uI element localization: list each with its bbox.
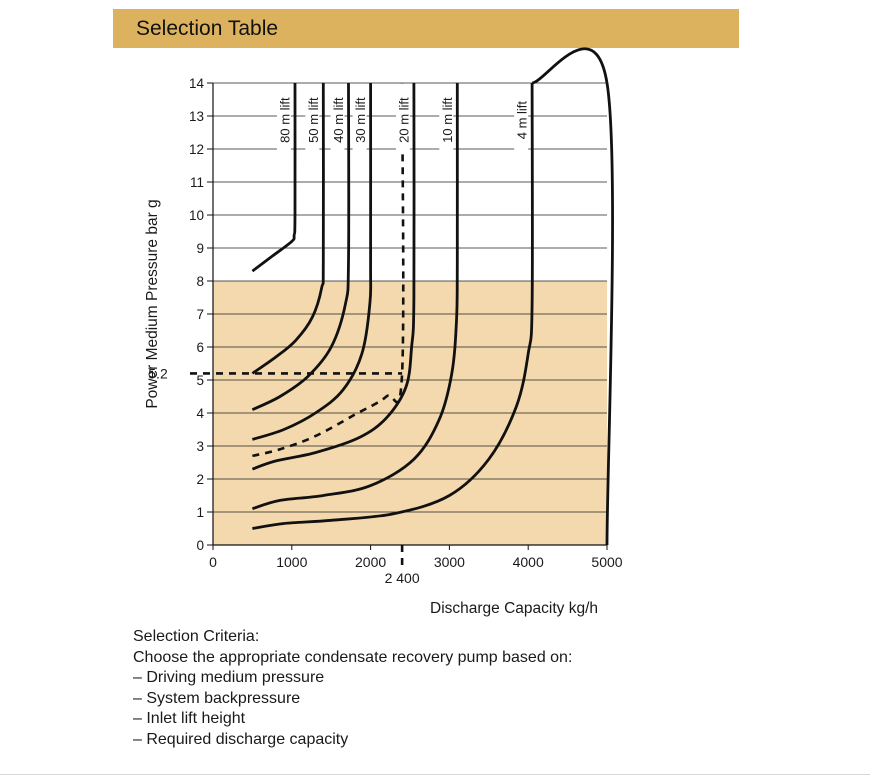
y-tick-label-2: 2 [196,472,204,487]
series-label-10-m-lift: 10 m lift [440,97,455,143]
series-label-bg-4-m-lift [514,87,529,153]
header-band: Selection Table [113,9,739,48]
y-tick-label-13: 13 [189,109,204,124]
y-tick-label-10: 10 [189,208,204,223]
marker-x-label: 2 400 [385,570,420,586]
y-tick-label-5: 5 [196,373,204,388]
series-4-m-lift [252,82,534,530]
criteria-item-4: – Required discharge capacity [133,730,349,748]
series-label-bg-10-m-lift [439,87,454,153]
series-label-4-m-lift: 4 m lift [515,101,530,140]
series-label-30-m-lift: 30 m lift [353,97,368,143]
bottom-rule [0,774,870,775]
series-label-bg-30-m-lift [352,87,367,153]
y-tick-label-14: 14 [189,76,205,91]
criteria-intro: Choose the appropriate condensate recove… [133,648,573,666]
series-10-m-lift [251,82,459,511]
series-dashed-path [252,82,405,458]
series-80-m-lift [251,82,297,273]
marker-y-label: 5.2 [148,365,168,381]
series-border [531,47,614,546]
x-tick-label-2000: 2000 [355,554,386,570]
y-tick-label-4: 4 [196,406,204,421]
y-tick-label-6: 6 [196,340,204,355]
selection-criteria: Selection Criteria: Choose the appropria… [133,627,572,750]
series-label-40-m-lift: 40 m lift [331,97,346,143]
criteria-item-2: – System backpressure [133,689,301,707]
y-tick-label-12: 12 [189,142,204,157]
x-tick-label-3000: 3000 [434,554,465,570]
y-tick-label-0: 0 [196,538,204,553]
criteria-item-3: – Inlet lift height [133,710,246,727]
criteria-item-1: – Driving medium pressure [133,669,325,686]
series-40-m-lift [251,82,351,411]
series-label-80-m-lift: 80 m lift [277,97,292,143]
series-label-20-m-lift: 20 m lift [396,97,411,143]
y-tick-label-1: 1 [196,505,204,520]
series-label-bg-20-m-lift [395,87,410,153]
y-tick-label-9: 9 [196,241,204,256]
x-axis-label: Discharge Capacity kg/h [430,600,598,617]
series-label-bg-50-m-lift [305,87,320,153]
y-tick-label-11: 11 [190,175,204,190]
series-50-m-lift [251,82,325,375]
page-title: Selection Table [136,17,279,40]
y-tick-label-7: 7 [196,307,204,322]
x-tick-label-0: 0 [209,554,217,570]
series-20-m-lift [251,82,416,471]
x-tick-label-5000: 5000 [591,554,622,570]
x-tick-label-4000: 4000 [513,554,544,570]
series-label-50-m-lift: 50 m lift [306,97,321,143]
series-label-bg-80-m-lift [276,87,291,153]
y-tick-label-8: 8 [196,274,204,289]
series-30-m-lift [251,82,373,441]
criteria-heading: Selection Criteria: [133,628,260,645]
x-tick-label-1000: 1000 [276,554,307,570]
series-label-bg-40-m-lift [330,87,345,153]
y-axis-label: Power Medium Pressure bar g [144,199,161,408]
y-tick-label-3: 3 [196,439,204,454]
